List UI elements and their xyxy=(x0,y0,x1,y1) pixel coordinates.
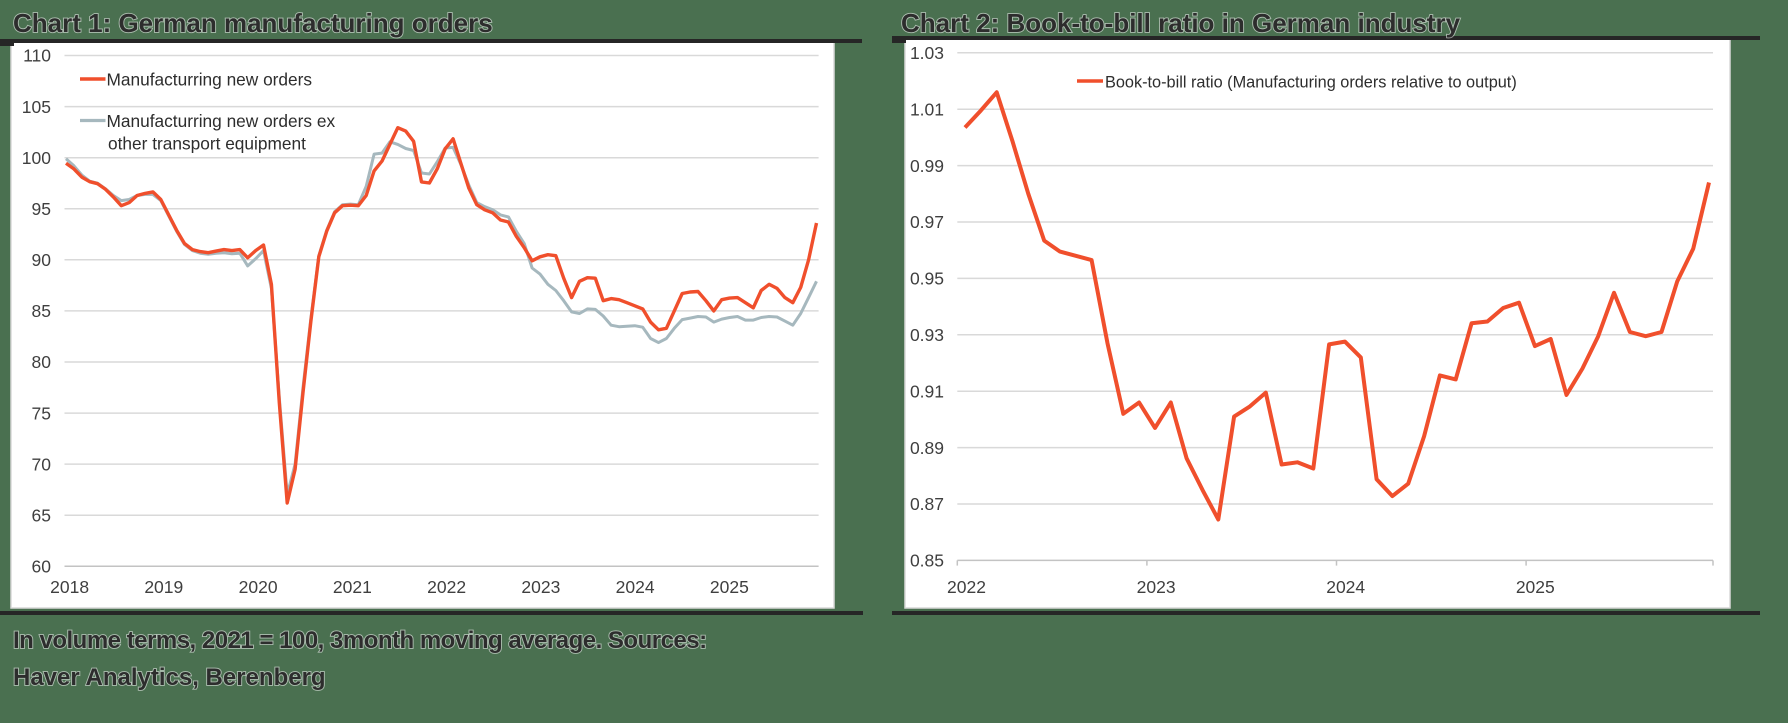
svg-text:0.85: 0.85 xyxy=(910,551,944,571)
svg-text:0.97: 0.97 xyxy=(910,212,944,232)
svg-text:0.87: 0.87 xyxy=(910,494,944,514)
svg-text:60: 60 xyxy=(32,557,52,577)
svg-text:100: 100 xyxy=(22,148,51,168)
svg-text:0.89: 0.89 xyxy=(910,438,944,458)
svg-text:2021: 2021 xyxy=(333,577,372,597)
svg-text:2023: 2023 xyxy=(1137,577,1176,597)
svg-text:2022: 2022 xyxy=(427,577,466,597)
svg-text:Book-to-bill ratio (Manufactur: Book-to-bill ratio (Manufacturing orders… xyxy=(1105,74,1517,92)
svg-text:2019: 2019 xyxy=(144,577,183,597)
svg-text:0.91: 0.91 xyxy=(910,381,944,401)
svg-text:Manufacturring new orders: Manufacturring new orders xyxy=(107,70,313,90)
svg-text:Manufacturring new orders ex: Manufacturring new orders ex xyxy=(107,111,336,131)
svg-text:1.01: 1.01 xyxy=(910,99,944,119)
svg-text:2022: 2022 xyxy=(947,577,986,597)
svg-text:2025: 2025 xyxy=(710,577,749,597)
svg-text:85: 85 xyxy=(32,301,51,321)
svg-text:65: 65 xyxy=(32,505,51,525)
svg-text:Chart 2: Book-to-bill ratio in: Chart 2: Book-to-bill ratio in German in… xyxy=(901,8,1461,38)
svg-text:Chart 1: German manufacturing: Chart 1: German manufacturing orders xyxy=(13,8,493,38)
svg-text:90: 90 xyxy=(32,250,52,270)
svg-text:0.99: 0.99 xyxy=(910,156,944,176)
svg-text:2018: 2018 xyxy=(50,577,89,597)
svg-text:other transport equipment: other transport equipment xyxy=(108,134,306,154)
svg-text:70: 70 xyxy=(32,454,52,474)
svg-text:2023: 2023 xyxy=(521,577,560,597)
svg-text:2025: 2025 xyxy=(1516,577,1555,597)
svg-text:2024: 2024 xyxy=(1326,577,1365,597)
svg-text:105: 105 xyxy=(22,97,51,117)
svg-text:2020: 2020 xyxy=(239,577,278,597)
svg-text:0.93: 0.93 xyxy=(910,325,944,345)
svg-text:95: 95 xyxy=(32,199,51,219)
svg-text:In volume terms, 2021 = 100, 3: In volume terms, 2021 = 100, 3month movi… xyxy=(13,627,707,654)
svg-text:0.95: 0.95 xyxy=(910,269,944,289)
svg-text:110: 110 xyxy=(23,46,51,66)
svg-text:80: 80 xyxy=(32,352,52,372)
svg-text:Haver Analytics, Berenberg: Haver Analytics, Berenberg xyxy=(13,664,326,691)
svg-text:75: 75 xyxy=(32,403,51,423)
svg-text:2024: 2024 xyxy=(616,577,655,597)
svg-text:1.03: 1.03 xyxy=(910,43,944,63)
